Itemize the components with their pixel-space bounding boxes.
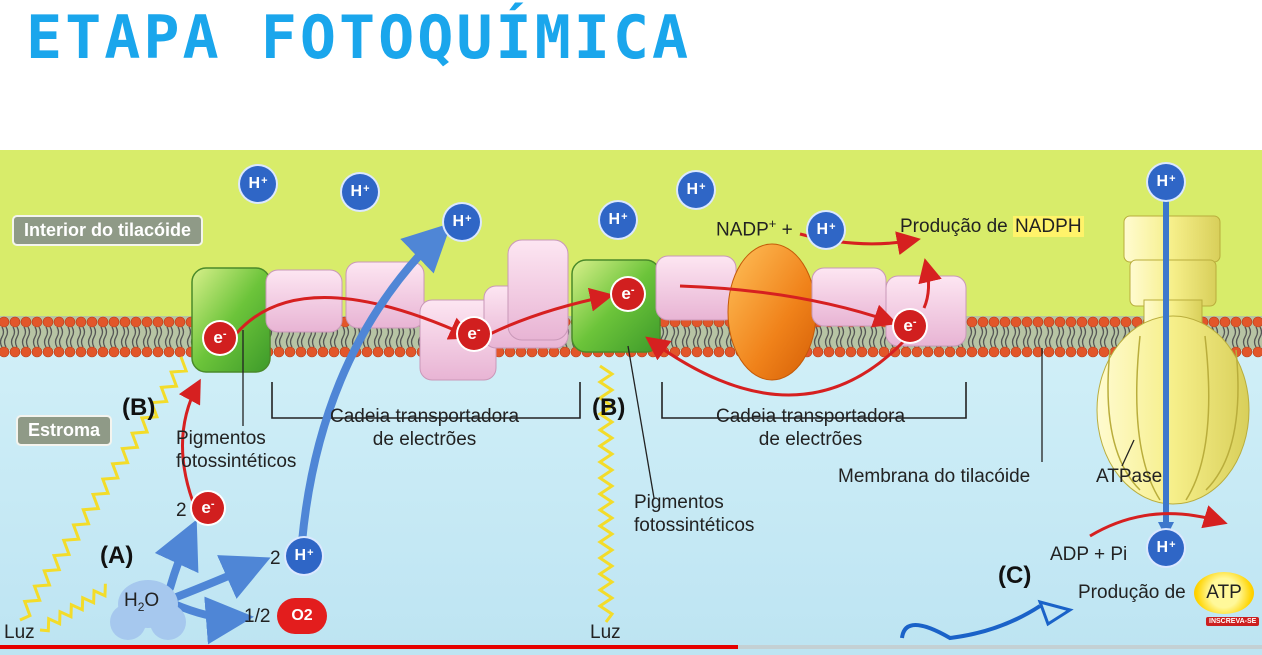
atp-production-label: Produção de [1078, 582, 1186, 603]
electron-chain-label-2: Cadeia transportadora de electrões [716, 406, 906, 450]
thylakoid-interior-label: Interior do tilacóide [12, 215, 204, 246]
proton-ion: H + [286, 538, 322, 574]
step-label-b1: (B) [122, 394, 156, 421]
half-oxygen-coef: 1/2 [244, 606, 271, 627]
electron: e- [894, 310, 926, 342]
nadph-production-label: Produção de NADPH [900, 216, 1084, 237]
nadp-label: NADP+ + [716, 216, 793, 241]
two-electrons-coef: 2 [176, 500, 187, 521]
photosystem-1-complex [191, 267, 271, 373]
photosystem-2-complex [571, 259, 661, 353]
electron: e- [458, 318, 490, 350]
proton-ion: H + [1148, 530, 1184, 566]
pigments-label-1: Pigmentos fotossintéticos [176, 428, 297, 472]
pigments-label-2: Pigmentos fotossintéticos [634, 492, 755, 536]
two-protons-coef: 2 [270, 548, 281, 569]
proton-ion: H + [444, 204, 480, 240]
water-label: H2O [124, 590, 160, 614]
proton-ion: H + [1148, 164, 1184, 200]
atpase-complex [1096, 190, 1250, 538]
page-title: ETAPA FOTOQUÍMICA [26, 3, 692, 73]
video-progress-fill [0, 645, 739, 649]
proton-ion: H + [342, 174, 378, 210]
adp-pi-label: ADP + Pi [1050, 544, 1128, 565]
proton-ion: H + [808, 212, 844, 248]
atpase-label: ATPase [1096, 466, 1163, 487]
subscribe-watermark[interactable]: INSCREVA-SE [1206, 617, 1260, 626]
photochemical-stage-diagram: Interior do tilacóide Estroma H + H + H + H… [0, 150, 1262, 655]
light-label-1: Luz [4, 622, 35, 643]
stroma-label: Estroma [16, 415, 113, 446]
electron-chain-label-1: Cadeia transportadora de electrões [330, 406, 520, 450]
atp-molecule: ATP [1194, 572, 1254, 614]
step-label-a: (A) [100, 542, 134, 569]
electron: e- [612, 278, 644, 310]
video-progress-bar[interactable] [0, 645, 1262, 649]
step-label-b2: (B) [592, 394, 626, 421]
electron: e- [204, 322, 236, 354]
step-label-c: (C) [998, 562, 1032, 589]
proton-ion: H + [678, 172, 714, 208]
oxygen-molecule: O2 [277, 598, 327, 634]
membrane-label: Membrana do tilacóide [838, 466, 1031, 487]
proton-ion: H + [240, 166, 276, 202]
nadp-reductase [727, 243, 817, 381]
proton-ion: H + [600, 202, 636, 238]
light-label-2: Luz [590, 622, 621, 643]
diagram-graphics [0, 150, 1262, 655]
electron: e- [192, 492, 224, 524]
